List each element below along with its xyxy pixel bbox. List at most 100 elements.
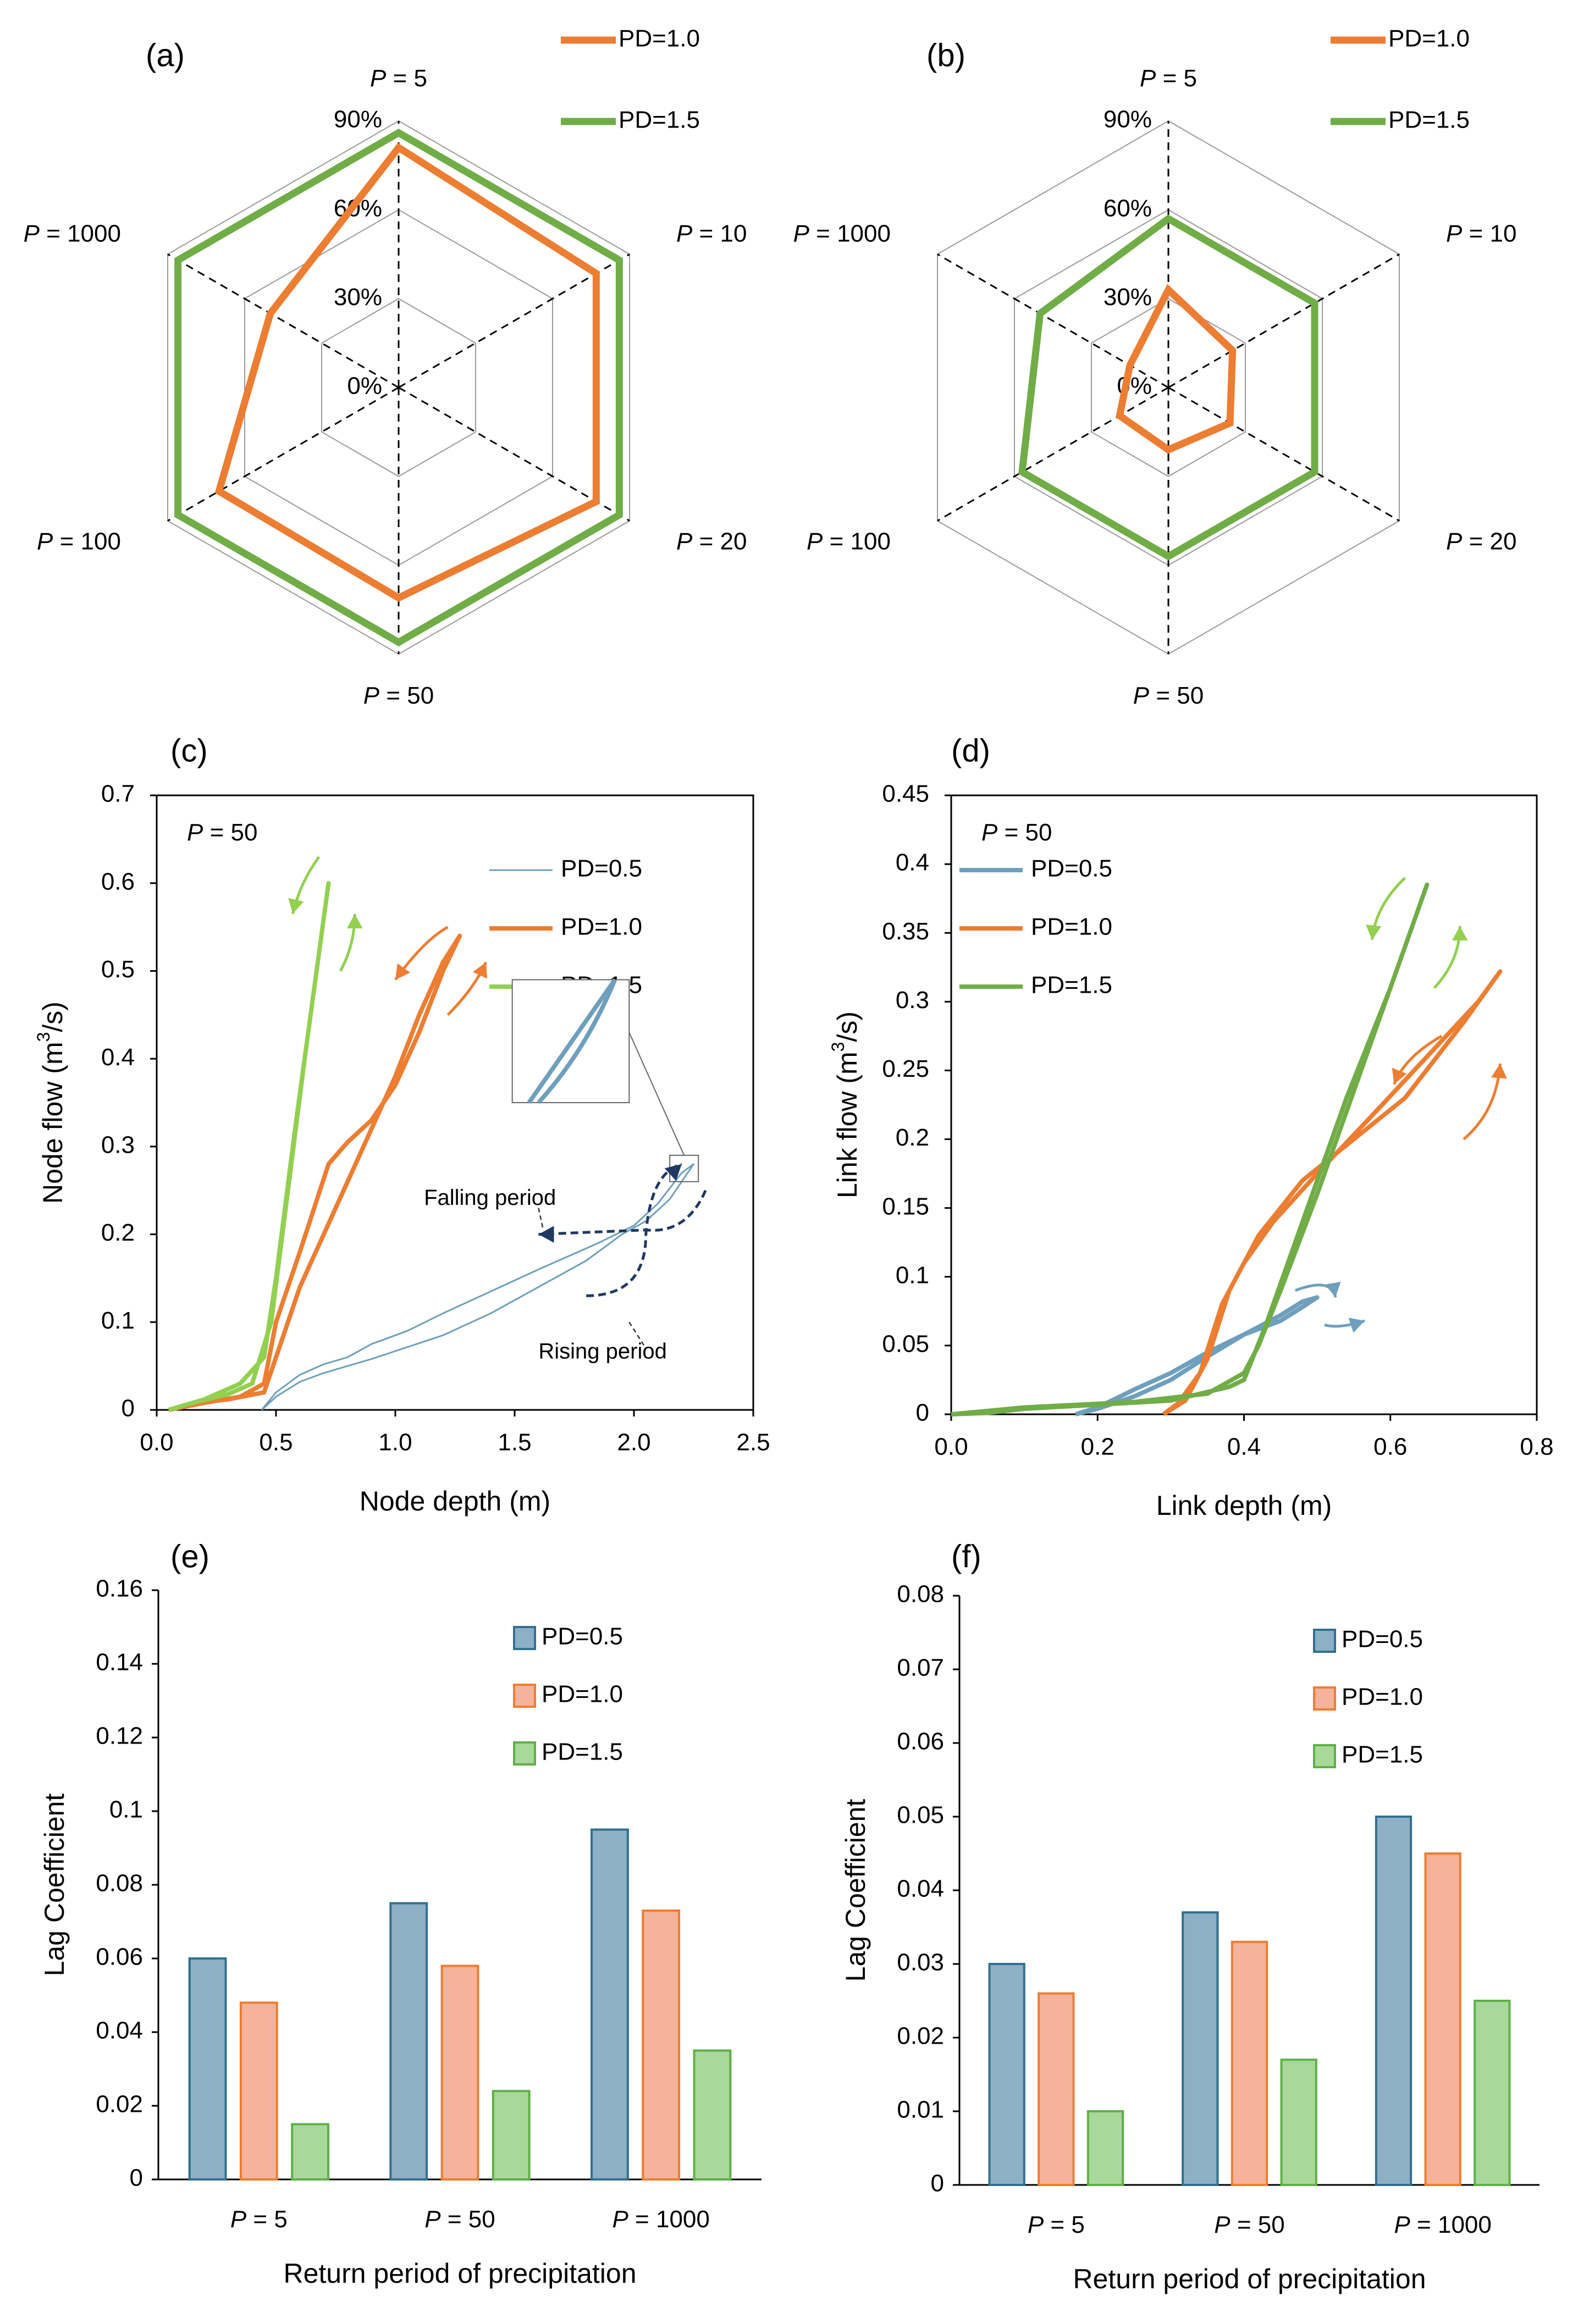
radar-axis-label-4: P = 100 xyxy=(807,528,891,555)
radar-series-1 xyxy=(1018,214,1318,561)
y-tick-label-4: 0.4 xyxy=(101,1044,135,1071)
panel-b-radar: 0%30%60%90%P = 5P = 10P = 20P = 50P = 10… xyxy=(793,25,1517,709)
radar-axis-label-0-value: = 5 xyxy=(1156,65,1197,92)
x-tick-label-4: 2.0 xyxy=(617,1429,650,1456)
radar-axis-label-4-symbol: P xyxy=(37,528,53,555)
x-category-label-2-value: = 1000 xyxy=(628,2206,710,2233)
legend-label-0: PD=0.5 xyxy=(561,855,642,882)
y-tick-label-0: 0 xyxy=(916,1399,929,1426)
bar-1-2 xyxy=(642,1909,681,2181)
panel-a-radar: 0%30%60%90%P = 5P = 10P = 20P = 50P = 10… xyxy=(24,25,747,709)
line-series-1 xyxy=(1162,969,1503,1416)
y-tick-label-4: 0.04 xyxy=(897,1875,944,1902)
radar-axis-label-1: P = 10 xyxy=(1446,220,1516,247)
radar-axis-label-0: P = 5 xyxy=(1140,65,1197,92)
y-tick-label-6: 0.3 xyxy=(896,987,929,1014)
y-tick-label-5: 0.1 xyxy=(109,1796,143,1823)
y-tick-label-5: 0.25 xyxy=(882,1055,929,1082)
x-tick-label-2: 0.4 xyxy=(1227,1434,1261,1460)
x-category-label-0: P = 5 xyxy=(1028,2211,1085,2238)
radar-axis-label-3: P = 50 xyxy=(1133,682,1204,709)
y-tick-label-0: 0 xyxy=(931,2170,944,2197)
flow-arrow-orange-up-head xyxy=(472,962,488,979)
radar-axis-label-5: P = 1000 xyxy=(24,220,121,247)
legend-swatch-0 xyxy=(513,1626,536,1650)
panel-label-c: (c) xyxy=(170,733,208,768)
flow-arrow-orange-down-head xyxy=(1392,1067,1407,1084)
rising-period-arrow xyxy=(586,1163,682,1297)
y-axis-title-tail: /s) xyxy=(832,1011,863,1042)
legend-swatch-2 xyxy=(1313,1744,1336,1768)
radar-series-0 xyxy=(1116,284,1237,454)
x-tick-label-3: 1.5 xyxy=(498,1429,531,1456)
y-tick-label-1: 0.02 xyxy=(96,2091,143,2118)
y-tick-label-3: 0.3 xyxy=(101,1131,135,1158)
radar-axis-label-5-value: = 1000 xyxy=(809,220,891,247)
x-category-label-2: P = 1000 xyxy=(1394,2211,1491,2238)
radar-axis-label-2: P = 20 xyxy=(1446,528,1516,555)
y-tick-label-1: 0.1 xyxy=(101,1307,135,1334)
radar-axis-label-0: P = 5 xyxy=(370,65,427,92)
inset-line-rising xyxy=(527,978,617,1104)
legend-label-2: PD=1.5 xyxy=(1031,972,1112,999)
x-category-label-0-value: = 5 xyxy=(1044,2211,1085,2238)
flow-arrow-orange-down-head xyxy=(395,963,411,980)
x-category-label-0-symbol: P xyxy=(230,2206,247,2233)
line-series-1 xyxy=(168,933,462,1412)
radar-axis-label-2-symbol: P xyxy=(1446,528,1463,555)
y-tick-label-7: 0.7 xyxy=(101,781,135,807)
y-tick-label-8: 0.08 xyxy=(897,1581,944,1608)
panel-label-f: (f) xyxy=(951,1539,981,1574)
x-category-label-0-value: = 5 xyxy=(246,2206,288,2233)
y-tick-label-3: 0.15 xyxy=(882,1193,929,1220)
bar-1-0 xyxy=(239,2001,278,2181)
x-axis-title: Link depth (m) xyxy=(1156,1490,1332,1521)
y-axis-title: Link flow (m3/s) xyxy=(828,1011,863,1198)
radar-spoke-2 xyxy=(1168,386,1400,522)
legend-swatch-2 xyxy=(513,1741,536,1766)
radar-axis-label-1: P = 10 xyxy=(676,220,747,247)
legend-label-0: PD=1.0 xyxy=(1388,25,1470,52)
legend-swatch-1 xyxy=(513,1684,536,1708)
scenario-annotation-symbol: P xyxy=(187,819,203,846)
radar-axis-label-1-symbol: P xyxy=(676,220,693,247)
panel-c-line-chart: 0.0 0.5 1.0 1.5 2.0 2.5 0 0.1 0.2 0.3 0.4 0.5 0.6 0.7… xyxy=(34,733,770,1517)
x-category-label-1-value: = 50 xyxy=(441,2206,495,2233)
scenario-annotation: P = 50 xyxy=(981,819,1052,846)
radar-axis-label-3: P = 50 xyxy=(363,682,434,709)
bar-0-2 xyxy=(591,1828,629,2181)
legend-label-0: PD=0.5 xyxy=(1342,1626,1423,1653)
y-axis-title-main: Link flow (m xyxy=(832,1052,863,1198)
falling-period-arrow xyxy=(538,1189,707,1236)
radar-axis-label-0-value: = 5 xyxy=(386,65,427,92)
x-tick-label-3: 0.6 xyxy=(1373,1434,1407,1460)
radar-axis-label-5-value: = 1000 xyxy=(40,220,121,247)
radar-ring-label-3: 90% xyxy=(1104,106,1152,133)
y-tick-label-1: 0.01 xyxy=(897,2096,944,2123)
x-axis-title: Return period of precipitation xyxy=(283,2258,636,2289)
y-tick-label-2: 0.02 xyxy=(897,2023,944,2050)
legend-swatch-0 xyxy=(1313,1629,1336,1653)
radar-axis-label-3-value: = 50 xyxy=(379,682,434,709)
x-category-label-1-symbol: P xyxy=(424,2206,441,2233)
radar-axis-label-4: P = 100 xyxy=(37,528,121,555)
radar-spoke-5 xyxy=(167,253,399,389)
radar-axis-label-5-symbol: P xyxy=(793,220,810,247)
y-tick-label-3: 0.03 xyxy=(897,1949,944,1976)
y-tick-label-8: 0.4 xyxy=(896,849,929,876)
y-tick-label-6: 0.12 xyxy=(96,1723,143,1750)
y-axis-title: Lag Coefficient xyxy=(840,1799,871,1982)
radar-axis-label-2-value: = 20 xyxy=(692,528,747,555)
flow-arrow-green-up-head xyxy=(346,914,363,928)
y-axis-title-sup: 3 xyxy=(34,1032,53,1042)
flow-arrow-green-down-head xyxy=(288,898,304,914)
y-tick-label-7: 0.14 xyxy=(96,1649,143,1676)
y-axis-title-tail: /s) xyxy=(37,1001,68,1032)
x-axis-title: Node depth (m) xyxy=(360,1486,550,1517)
x-category-label-2-symbol: P xyxy=(1394,2211,1410,2238)
scenario-annotation-symbol: P xyxy=(981,819,998,846)
legend-label-1: PD=1.5 xyxy=(619,107,700,134)
y-axis-title-sup: 3 xyxy=(828,1042,848,1052)
bar-0-2 xyxy=(1375,1816,1413,2186)
panel-d-line-chart: 0.0 0.2 0.4 0.6 0.8 0 0.05 0.1 0.15 0.2 0.25 0.3 0.3… xyxy=(828,733,1553,1521)
